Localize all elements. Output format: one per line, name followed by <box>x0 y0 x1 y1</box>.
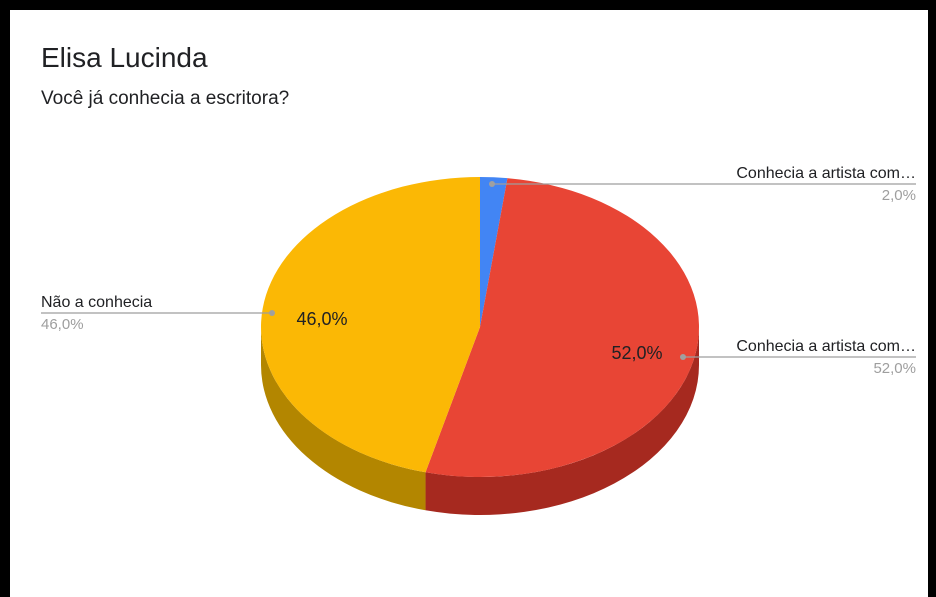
leader-dot-2 <box>269 310 275 316</box>
slice-data-label-2: 46,0% <box>296 309 347 329</box>
slice-label-0: Conhecia a artista com… <box>736 165 916 182</box>
slice-percent-2: 46,0% <box>41 316 84 333</box>
pie-side-2 <box>261 327 426 511</box>
slice-label-2: Não a conhecia <box>41 294 152 311</box>
pie-tops <box>261 177 700 478</box>
leader-dot-1 <box>680 354 686 360</box>
pie-slice-0 <box>480 177 508 327</box>
pie-slice-1 <box>425 178 700 478</box>
slice-percent-1: 52,0% <box>873 360 916 377</box>
pie-side-1 <box>425 327 699 515</box>
chart-subtitle: Você já conhecia a escritora? <box>41 88 290 109</box>
leader-dot-0 <box>489 181 495 187</box>
slice-label-1: Conhecia a artista com… <box>736 338 916 355</box>
pie-labels: Conhecia a artista com… 2,0% Conhecia a ar… <box>41 165 916 377</box>
slice-percent-0: 2,0% <box>882 187 916 204</box>
slice-data-label-1: 52,0% <box>611 343 662 363</box>
pie-slice-2 <box>261 177 480 473</box>
chart-title: Elisa Lucinda <box>41 42 208 73</box>
pie-sides <box>261 327 699 515</box>
